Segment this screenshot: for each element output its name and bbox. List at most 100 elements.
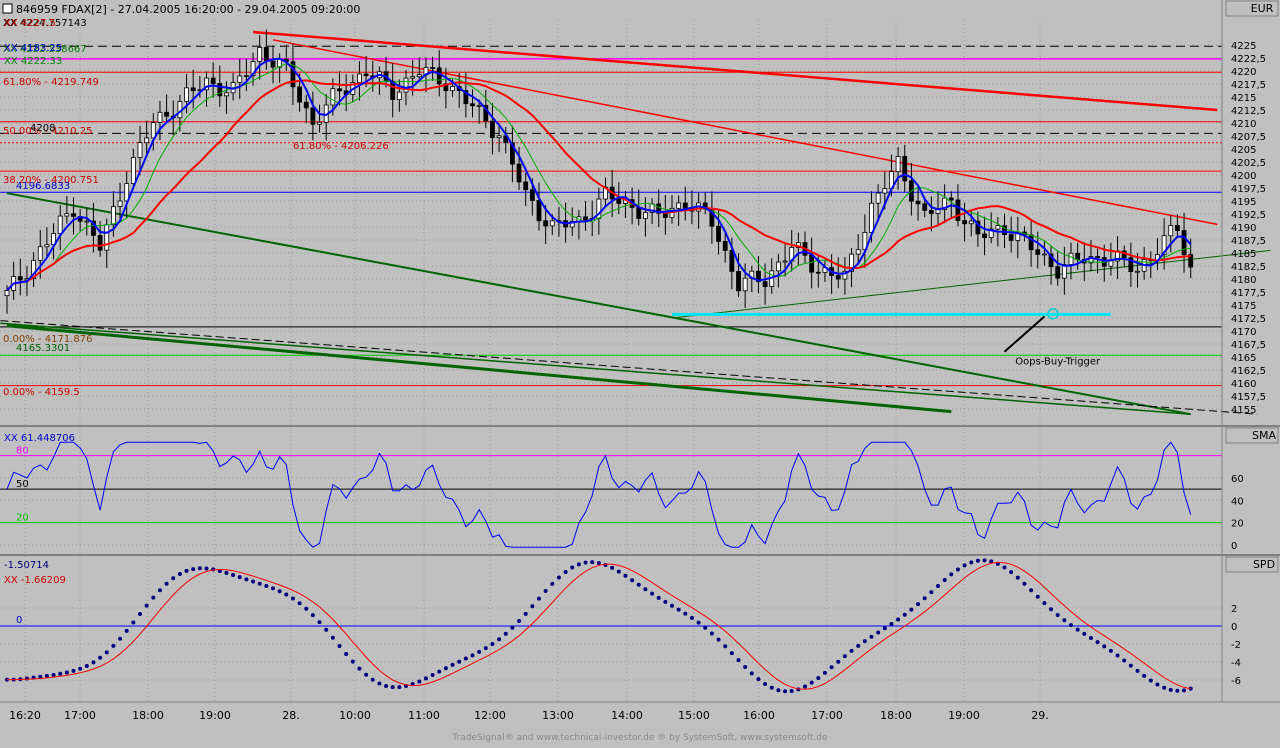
price-level-label: 61.80% - 4219.749 [3,77,99,88]
level-lines [0,45,1222,627]
price-level-label: XX 4224.757143 [3,18,87,29]
candle-body [91,220,96,236]
sma-oscillator-line [6,441,1192,548]
candle-body [1135,270,1140,273]
candle-body [4,290,10,297]
spd-dot [676,607,681,612]
chart-annotation: Oops-Buy-Trigger [1015,356,1101,367]
price-level-label: 50.00% - 4210.25 [3,126,92,137]
spd-dot [550,581,555,586]
sma-fast-line [6,57,1192,292]
candle-body [317,121,322,125]
spd-dot [384,683,389,688]
spd-dot [896,617,901,622]
sma-panel-label: SMA [1252,429,1276,442]
candle-body [164,111,170,117]
spd-dot [1108,648,1113,653]
candle-body [243,75,249,77]
candle-body [104,224,110,251]
spd-dot [1168,687,1173,692]
time-tick-label: 19:00 [199,709,231,722]
window-icon[interactable] [2,3,13,14]
spd-dot [596,561,601,566]
spd-dot [776,688,781,693]
candle-body [1175,225,1180,231]
spd-dot [736,658,741,663]
spd-dot [763,682,768,687]
candle-body [782,260,788,263]
candle-body [1161,235,1167,256]
sma-tick-label: 60 [1231,474,1244,485]
spd-dot [377,681,382,686]
spd-dot [497,637,502,642]
spd-dot [530,604,535,609]
sma-tick-label: 40 [1231,496,1244,507]
spd-dot [84,663,89,668]
trigger-circle [1047,308,1059,320]
spd-dot [390,685,395,690]
candle-body [1181,230,1187,256]
spd-dot [417,679,422,684]
sma-slow-line [6,79,1191,292]
candle-body [1068,252,1074,265]
spd-dot [277,589,282,594]
price-tick-label: 4225 [1231,41,1256,52]
candle-body [396,91,402,101]
price-tick-label: 4197,5 [1231,184,1266,195]
candle-body [490,120,495,139]
candle-body [849,253,854,272]
spd-dot [204,566,209,571]
candle-body [144,137,150,144]
price-tick-label: 4222,5 [1231,54,1266,65]
candle-body [416,74,422,78]
spd-dot [743,664,748,669]
spd-dot [756,677,761,682]
spd-dot [842,654,847,659]
spd-dot [1155,682,1160,687]
candle-body [257,47,263,62]
spd-dot [955,567,960,572]
spd-tick-label: -2 [1231,640,1241,651]
spd-dot [510,625,515,630]
spd-dot [251,579,256,584]
spd-dot [1082,631,1087,636]
spd-dot [264,583,269,588]
candle-body [922,203,928,211]
candle-body [1088,256,1094,264]
time-tick-label: 17:00 [64,709,96,722]
candle-body [430,67,436,69]
candle-body [835,275,841,280]
spd-dot [729,651,734,656]
price-legend-text: XX 4222.33 [4,56,62,67]
candle-body [988,228,994,238]
price-tick-label: 4172,5 [1231,314,1266,325]
price-tick-label: 4192,5 [1231,210,1266,221]
spd-dot [809,680,814,685]
spd-dot [397,685,402,690]
sma-level-label: 80 [16,446,29,457]
spd-dot [124,628,129,633]
spd-dot [1122,658,1127,663]
spd-dot [297,601,302,606]
spd-dot [962,563,967,568]
spd-dot [949,572,954,577]
candle-body [250,61,256,76]
spd-dot [803,684,807,689]
candle-body [224,92,229,97]
price-level-label: XX 4222.338667 [3,44,87,55]
candle-body [263,47,269,62]
trendline [252,30,1218,112]
spd-dot [284,592,289,597]
trendline [0,320,1258,415]
spd-dot [1162,685,1167,690]
spd-dot [1022,581,1027,586]
spd-dot [849,648,854,653]
price-legend-text: XX 4183.25 [4,43,62,54]
candle-body [330,88,336,106]
price-legend-text: XX 4227.5 [4,18,56,29]
spd-dot [144,603,149,608]
spd-dot [177,571,182,576]
candle-body [297,86,303,103]
price-tick-label: 4165 [1231,353,1256,364]
